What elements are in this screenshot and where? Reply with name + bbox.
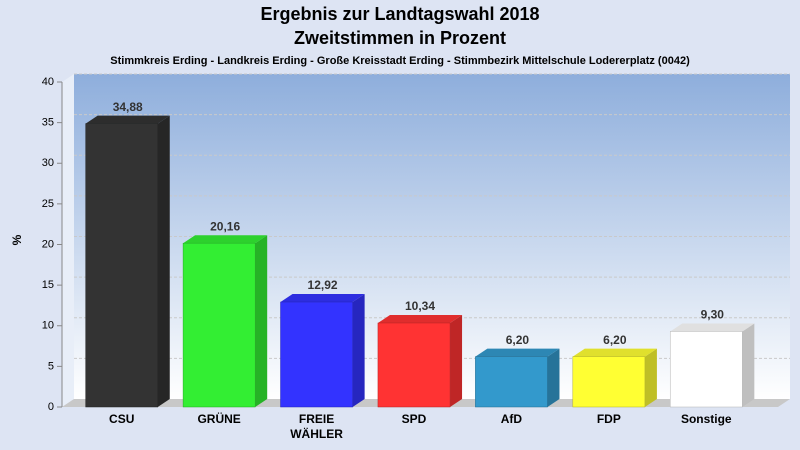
bar-top	[670, 323, 755, 332]
bar-side	[450, 314, 463, 407]
value-label: 20,16	[210, 219, 240, 233]
x-tick-label: Sonstige	[680, 412, 732, 426]
bar	[669, 331, 743, 408]
x-tick-label: SPD	[401, 412, 427, 426]
value-label: 6,20	[603, 333, 627, 347]
bar	[85, 123, 159, 408]
x-tick-label: FDP	[596, 412, 621, 426]
bar-side	[255, 235, 268, 407]
value-label: 12,92	[308, 278, 338, 292]
y-tick-label: 0	[48, 401, 54, 413]
bar	[280, 301, 353, 408]
value-label: 9,30	[701, 308, 725, 322]
x-tick-label: CSU	[109, 412, 135, 426]
bar-side	[157, 115, 170, 407]
bar-top	[377, 314, 463, 323]
y-tick-label: 40	[42, 76, 54, 88]
bar	[475, 356, 548, 408]
value-label: 10,34	[405, 299, 435, 313]
value-label: 6,20	[506, 333, 530, 347]
x-tick-label: AfD	[500, 412, 523, 426]
y-axis-label: %	[10, 234, 24, 245]
bar	[572, 356, 646, 408]
bar-top	[475, 348, 560, 357]
y-tick-label: 35	[42, 117, 54, 129]
chart-title: Ergebnis zur Landtagswahl 2018	[260, 4, 539, 24]
y-tick-label: 20	[42, 238, 54, 250]
bar-top	[280, 294, 365, 303]
bar	[377, 322, 451, 408]
bar-side	[742, 323, 755, 407]
y-tick-label: 5	[48, 360, 54, 372]
y-tick-label: 15	[42, 279, 54, 291]
bar-side	[352, 294, 365, 407]
chart-subtitle: Zweitstimmen in Prozent	[294, 28, 506, 48]
chart-caption: Stimmkreis Erding - Landkreis Erding - G…	[110, 55, 690, 67]
y-tick-label: 25	[42, 198, 54, 210]
bar-side	[644, 348, 657, 407]
bar-side	[547, 348, 560, 407]
bar-top	[85, 115, 170, 124]
y-tick-label: 10	[42, 320, 54, 332]
value-label: 34,88	[113, 100, 143, 114]
bar-top	[183, 235, 268, 244]
x-tick-label: GRÜNE	[197, 412, 241, 426]
x-tick-label: FREIE WÄHLER	[290, 412, 343, 441]
bar	[182, 242, 256, 408]
y-tick-label: 30	[42, 157, 54, 169]
plot-left-wall	[62, 74, 74, 407]
bar-top	[572, 348, 657, 357]
